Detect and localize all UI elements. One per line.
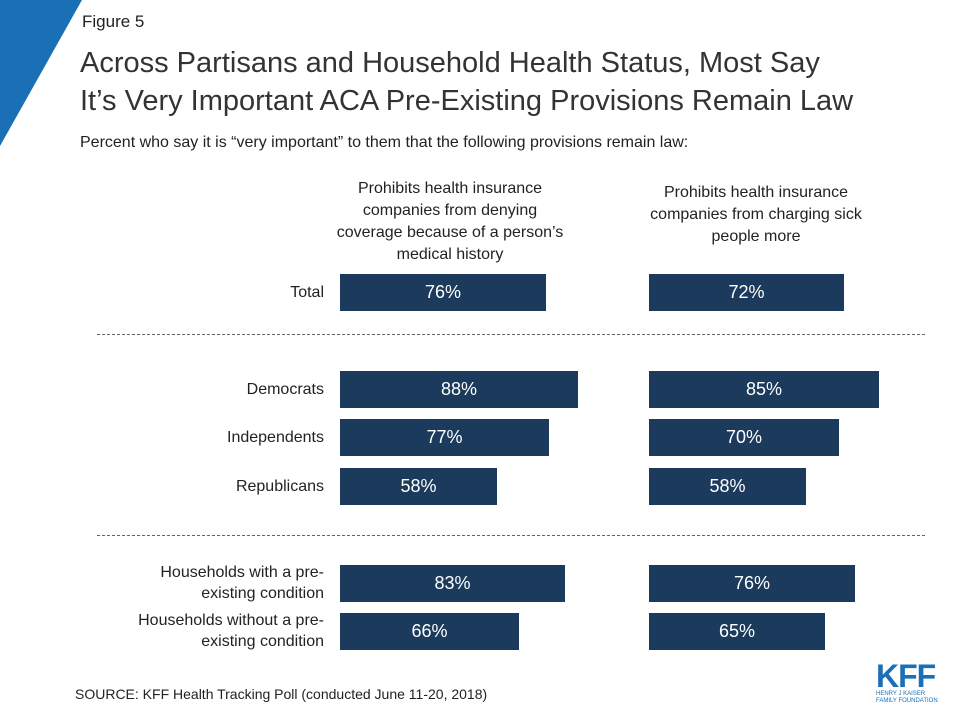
column-header-line: medical history [396, 246, 504, 263]
row-label-line: Total [290, 283, 324, 301]
logo-wordmark: KFF [876, 658, 936, 694]
bar-value-label: 58% [709, 475, 746, 496]
row-label-line: Households without a pre- [138, 612, 324, 629]
bar-democrats-series-2: 85% [649, 370, 879, 408]
bar-value-label: 72% [728, 281, 765, 302]
logo-subline: FAMILY FOUNDATION [876, 698, 938, 704]
bar-value-label: 58% [400, 475, 437, 496]
row-label-households-with-a-pre-existing-condition: Households with a pre-existing condition [160, 562, 324, 604]
figure-label: Figure 5 [82, 12, 145, 31]
row-label-independents: Independents [227, 427, 324, 448]
bar-total-series-2: 72% [649, 273, 844, 311]
row-label-line: existing condition [201, 633, 324, 650]
bar-independents-series-1: 77% [340, 418, 549, 456]
row-label-line: Republicans [235, 477, 324, 495]
bar-households-without-a-pre-existing-condition-series-2: 65% [649, 612, 825, 650]
row-label-republicans: Republicans [236, 476, 324, 497]
bar-value-label: 65% [718, 620, 756, 641]
bar-value-label: 85% [745, 378, 783, 399]
bar-value-label: 70% [725, 426, 763, 447]
row-label-line: Households with a pre- [160, 564, 324, 581]
column-header-charging-sick: Prohibits health insurance companies fro… [606, 182, 906, 248]
chart-subtitle: Percent who say it is “very important” t… [80, 134, 689, 151]
row-label-total: Total [290, 282, 324, 303]
bar-value-label: 77% [426, 426, 463, 447]
column-header-line: companies from charging sick [650, 206, 862, 223]
column-header-line: companies from denying [362, 202, 538, 219]
title-line: It’s Very Important ACA Pre-Existing Pro… [80, 85, 854, 117]
logo-subline: HENRY J KAISER [876, 691, 926, 697]
column-header-line: coverage because of a person’s [336, 224, 564, 241]
bar-total-series-1: 76% [340, 273, 546, 311]
row-label-households-without-a-pre-existing-condition: Households without a pre-existing condit… [138, 610, 324, 652]
column-header-denying-coverage: Prohibits health insurance companies fro… [300, 178, 600, 266]
bar-value-label: 88% [440, 378, 478, 399]
row-label-democrats: Democrats [247, 379, 324, 400]
section-divider [97, 535, 925, 536]
bar-democrats-series-1: 88% [340, 370, 578, 408]
bar-republicans-series-1: 58% [340, 467, 497, 505]
title-line: Across Partisans and Household Health St… [80, 47, 820, 79]
column-header-line: Prohibits health insurance [357, 180, 543, 197]
row-label-line: Democrats [246, 380, 324, 398]
bar-households-with-a-pre-existing-condition-series-2: 76% [649, 564, 855, 602]
bar-value-label: 76% [424, 281, 462, 302]
row-label-line: existing condition [201, 585, 324, 602]
bar-value-label: 66% [411, 620, 448, 641]
row-label-line: Independents [227, 428, 324, 446]
column-header-line: people more [711, 228, 801, 245]
bar-households-with-a-pre-existing-condition-series-1: 83% [340, 564, 565, 602]
bar-value-label: 83% [434, 572, 471, 593]
column-header-line: Prohibits health insurance [663, 184, 849, 201]
bar-independents-series-2: 70% [649, 418, 839, 456]
section-divider [97, 334, 925, 335]
corner-accent-triangle [0, 0, 82, 146]
source-note: SOURCE: KFF Health Tracking Poll (conduc… [75, 686, 488, 702]
bar-republicans-series-2: 58% [649, 467, 806, 505]
bar-value-label: 76% [733, 572, 771, 593]
bar-households-without-a-pre-existing-condition-series-1: 66% [340, 612, 519, 650]
chart-title: Across Partisans and Household Health St… [80, 44, 853, 120]
kff-logo: KFF HENRY J KAISER FAMILY FOUNDATION [876, 658, 938, 705]
